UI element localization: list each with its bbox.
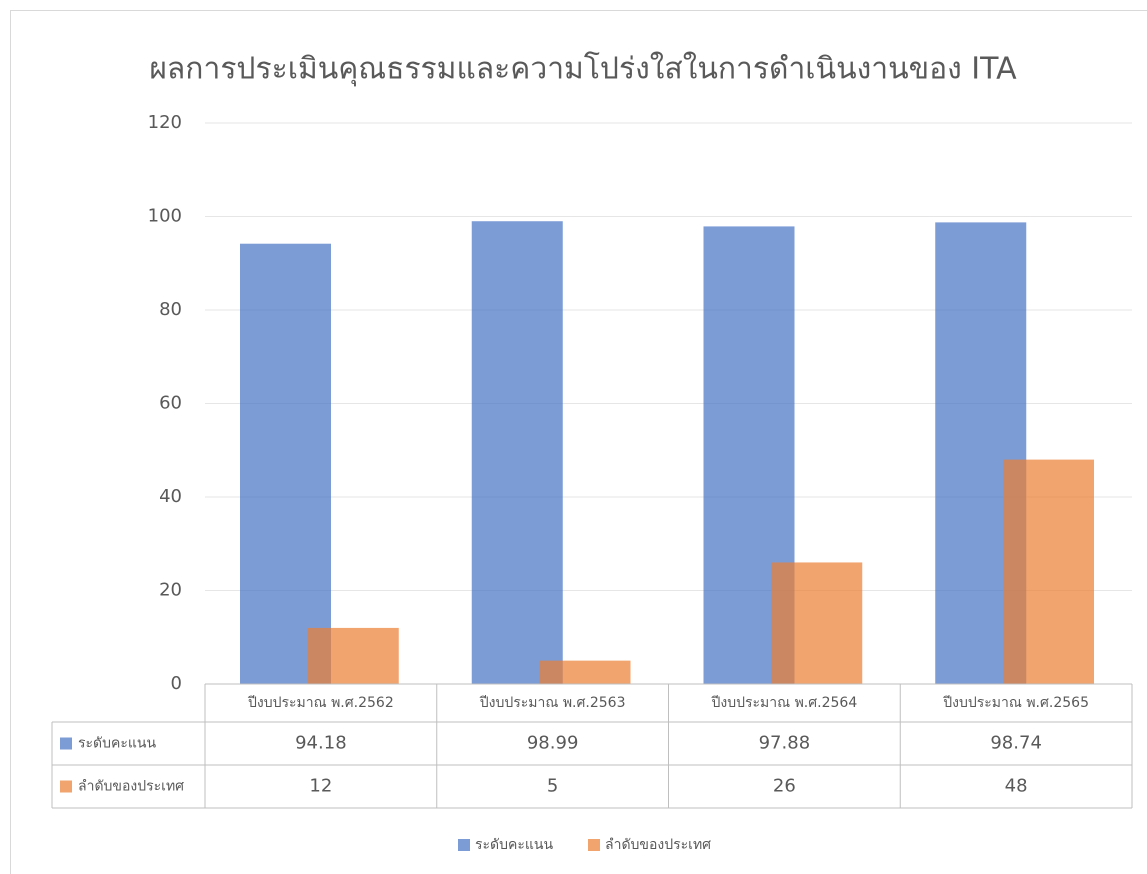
bar <box>307 627 399 684</box>
y-tick-label: 80 <box>159 299 182 320</box>
x-tick-label: ปีงบประมาณ พ.ศ.2564 <box>711 695 857 711</box>
y-tick-label: 120 <box>148 112 182 133</box>
bar <box>240 243 331 684</box>
legend-key <box>588 839 600 851</box>
table-cell: 98.99 <box>527 733 579 754</box>
bar <box>539 660 631 684</box>
x-tick-label: ปีงบประมาณ พ.ศ.2565 <box>943 695 1089 711</box>
legend-key <box>458 839 470 851</box>
y-tick-label: 60 <box>159 393 182 414</box>
x-tick-label: ปีงบประมาณ พ.ศ.2563 <box>479 695 625 711</box>
legend-label: ลำดับของประเทศ <box>605 837 711 853</box>
table-cell: 98.74 <box>990 733 1042 754</box>
y-tick-label: 40 <box>159 486 182 507</box>
table-legend-key <box>60 737 72 750</box>
table-row-label: ลำดับของประเทศ <box>78 779 184 795</box>
y-tick-label: 100 <box>148 206 182 227</box>
bar <box>771 562 863 684</box>
table-cell: 48 <box>1005 776 1028 797</box>
table-legend-key <box>60 780 72 793</box>
y-tick-label: 20 <box>159 580 182 601</box>
table-cell: 5 <box>547 776 558 797</box>
table-cell: 97.88 <box>759 733 811 754</box>
bar <box>1003 459 1094 684</box>
chart-title: ผลการประเมินคุณธรรมและความโปร่งใสในการดำ… <box>149 51 1017 88</box>
x-tick-label: ปีงบประมาณ พ.ศ.2562 <box>248 695 394 711</box>
table-cell: 12 <box>309 776 332 797</box>
table-cell: 94.18 <box>295 733 347 754</box>
legend-label: ระดับคะแนน <box>475 837 553 853</box>
table-row-label: ระดับคะแนน <box>78 736 156 752</box>
y-tick-label: 0 <box>171 673 182 694</box>
table-cell: 26 <box>773 776 796 797</box>
bar <box>471 221 563 685</box>
